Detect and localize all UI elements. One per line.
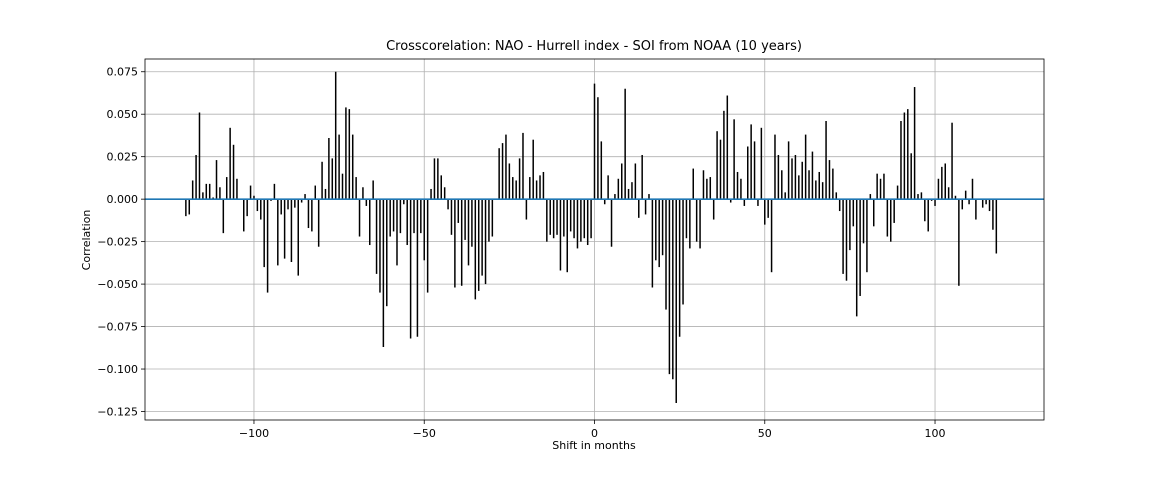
y-tick-label: −0.125 (97, 406, 138, 419)
x-tick-label: −50 (413, 427, 436, 440)
x-tick-label: 0 (591, 427, 598, 440)
x-tick-label: 100 (925, 427, 946, 440)
x-axis-ticks: −100 −50 0 50 100 (239, 420, 946, 440)
y-tick-label: −0.025 (97, 236, 138, 249)
y-axis-ticks: −0.125 −0.100 −0.075 −0.050 −0.025 0.000 0.025… (97, 66, 145, 419)
y-tick-label: −0.100 (97, 363, 138, 376)
y-tick-label: −0.050 (97, 278, 138, 291)
y-tick-label: 0.075 (107, 66, 139, 79)
y-tick-label: −0.075 (97, 321, 138, 334)
y-axis-label: Correlation (80, 210, 93, 271)
y-tick-label: 0.025 (107, 151, 139, 164)
x-tick-label: 50 (758, 427, 772, 440)
x-axis-label: Shift in months (552, 439, 636, 452)
x-tick-label: −100 (239, 427, 269, 440)
bar-series (185, 71, 998, 404)
y-tick-label: 0.050 (107, 108, 139, 121)
y-tick-label: 0.000 (107, 193, 139, 206)
chart-title: Crosscorelation: NAO - Hurrell index - S… (386, 39, 802, 54)
